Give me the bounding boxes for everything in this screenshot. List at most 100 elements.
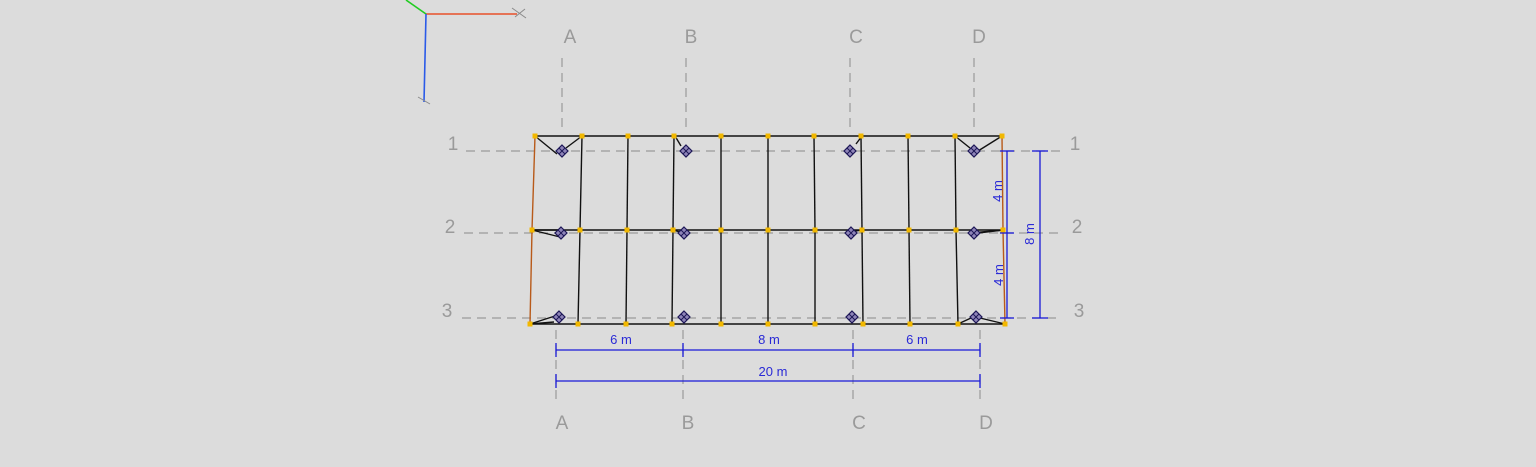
pin-support-icon[interactable] [844, 226, 858, 240]
node[interactable] [529, 227, 535, 233]
node[interactable] [952, 133, 958, 139]
beam-transverse[interactable] [813, 135, 816, 231]
supports[interactable] [552, 144, 983, 324]
node[interactable] [765, 321, 771, 327]
node[interactable] [812, 321, 818, 327]
node[interactable] [953, 227, 959, 233]
node[interactable] [955, 321, 961, 327]
node[interactable] [718, 321, 724, 327]
beam-transverse[interactable] [860, 135, 863, 231]
node[interactable] [575, 321, 581, 327]
node[interactable] [718, 133, 724, 139]
node[interactable] [905, 133, 911, 139]
pin-support-icon[interactable] [555, 144, 569, 158]
span-label: 6 m [610, 332, 632, 347]
beam-transverse[interactable] [861, 229, 864, 325]
beam-transverse[interactable] [908, 229, 911, 325]
node[interactable] [624, 227, 630, 233]
edge-beam-left[interactable] [531, 135, 536, 231]
node[interactable] [669, 321, 675, 327]
node[interactable] [718, 227, 724, 233]
node[interactable] [858, 133, 864, 139]
node[interactable] [999, 133, 1005, 139]
node[interactable] [765, 133, 771, 139]
beam-transverse[interactable] [577, 229, 581, 325]
grid-labels: A B C D A B C D 1 2 3 1 2 3 [442, 27, 1085, 434]
node[interactable] [623, 321, 629, 327]
edge-beam-left[interactable] [529, 229, 533, 325]
pin-support-icon[interactable] [845, 310, 859, 324]
edge-beam-right[interactable] [1001, 135, 1004, 231]
beam-transverse[interactable] [954, 135, 957, 231]
pin-support-icon[interactable] [679, 144, 693, 158]
pin-support-icon[interactable] [843, 144, 857, 158]
axis-triad-icon [405, 0, 527, 105]
corner-brace[interactable] [534, 135, 558, 155]
beam-transverse[interactable] [672, 135, 675, 231]
node[interactable] [527, 321, 533, 327]
support-cross [558, 147, 566, 155]
corner-brace[interactable] [529, 321, 555, 325]
beam-transverse[interactable] [579, 135, 583, 231]
node[interactable] [765, 227, 771, 233]
beam-transverse[interactable] [907, 135, 910, 231]
corner-braces[interactable] [529, 135, 1006, 325]
pin-support-icon[interactable] [552, 310, 566, 324]
corner-brace[interactable] [529, 315, 556, 325]
grid-label-row-right: 2 [1072, 217, 1083, 238]
support-cross [680, 229, 688, 237]
grid-label-col-top: A [564, 27, 577, 48]
z-axis-line [423, 13, 427, 103]
node[interactable] [859, 227, 865, 233]
pin-support-icon[interactable] [967, 144, 981, 158]
beam-transverse[interactable] [955, 229, 959, 325]
edge-beam-right[interactable] [1002, 229, 1006, 325]
beam-transverse[interactable] [626, 135, 629, 231]
span-label: 6 m [906, 332, 928, 347]
corner-brace[interactable] [977, 229, 1004, 234]
corner-brace[interactable] [531, 229, 561, 238]
pin-support-icon[interactable] [967, 226, 981, 240]
grid-label-row-left: 1 [448, 134, 459, 155]
node[interactable] [671, 133, 677, 139]
span-label: 8 m [758, 332, 780, 347]
node[interactable] [579, 133, 585, 139]
pin-support-icon[interactable] [677, 310, 691, 324]
node[interactable] [1002, 321, 1008, 327]
node[interactable] [532, 133, 538, 139]
node[interactable] [860, 321, 866, 327]
grid-label-col-bottom: D [979, 413, 993, 434]
node[interactable] [670, 227, 676, 233]
nodes[interactable] [527, 133, 1008, 327]
node[interactable] [811, 133, 817, 139]
corner-brace[interactable] [977, 135, 1003, 152]
pin-support-icon[interactable] [677, 226, 691, 240]
support-cross [970, 229, 978, 237]
support-cross [846, 147, 854, 155]
node[interactable] [907, 321, 913, 327]
corner-brace[interactable] [565, 135, 583, 149]
node[interactable] [906, 227, 912, 233]
grid-label-row-left: 3 [442, 301, 453, 322]
corner-brace[interactable] [979, 317, 1006, 325]
z-axis-tip [417, 96, 431, 105]
node[interactable] [577, 227, 583, 233]
support-cross [680, 313, 688, 321]
beam-transverse[interactable] [625, 229, 628, 325]
node[interactable] [812, 227, 818, 233]
support-cross [557, 229, 565, 237]
node[interactable] [1000, 227, 1006, 233]
total-depth-label: 8 m [1022, 223, 1037, 245]
pin-support-icon[interactable] [554, 226, 568, 240]
grid-label-col-bottom: A [556, 413, 569, 434]
grid-label-col-bottom: C [852, 413, 866, 434]
support-cross [848, 313, 856, 321]
grid-label-row-left: 2 [445, 217, 456, 238]
beam-transverse[interactable] [671, 229, 674, 325]
node[interactable] [625, 133, 631, 139]
total-width-label: 20 m [759, 364, 788, 379]
bay-label: 4 m [990, 180, 1005, 202]
pin-support-icon[interactable] [969, 310, 983, 324]
